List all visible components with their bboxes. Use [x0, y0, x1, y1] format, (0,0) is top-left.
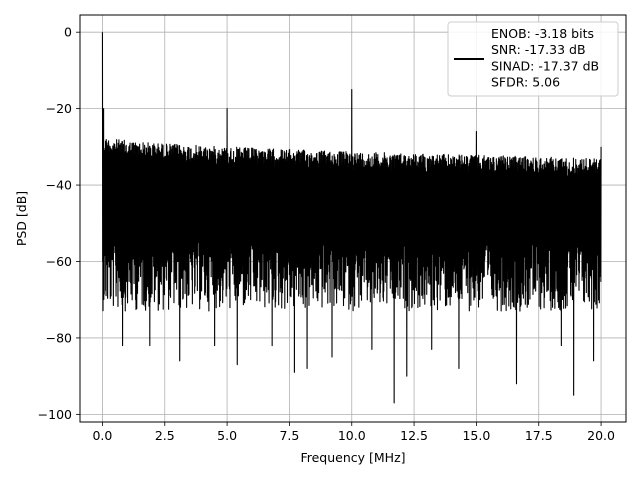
x-axis-label: Frequency [MHz]: [300, 450, 405, 465]
legend-line-sinad: SINAD: -17.37 dB: [491, 58, 599, 73]
psd-series-line: [101, 32, 602, 404]
legend-line-sfdr: SFDR: 5.06: [491, 75, 560, 90]
x-tick-label: 2.5: [155, 428, 175, 443]
series-layer: [101, 32, 602, 404]
plot-frame: [79, 14, 627, 423]
x-tick-label: 10.0: [338, 428, 366, 443]
x-tick-label: 0.0: [92, 428, 112, 443]
y-tick-label: −20: [46, 101, 72, 116]
x-tick-label: 7.5: [279, 428, 299, 443]
y-axis-label: PSD [dB]: [14, 191, 29, 246]
legend-box: [447, 21, 619, 97]
y-tick-label: −40: [46, 178, 72, 193]
y-tick-label: −100: [38, 407, 72, 422]
legend-line-enob: ENOB: -3.18 bits: [491, 26, 594, 41]
y-tick-label: 0: [64, 25, 72, 40]
x-tick-label: 15.0: [462, 428, 490, 443]
x-tick-label: 17.5: [525, 428, 553, 443]
x-tick-label: 5.0: [217, 428, 237, 443]
y-ticks: 0 −20 −40 −60 −80 −100: [38, 25, 80, 422]
x-ticks: 0.0 2.5 5.0 7.5 10.0 12.5 15.0 17.5 20.0: [92, 422, 615, 443]
y-tick-label: −80: [46, 330, 72, 345]
legend-line-snr: SNR: -17.33 dB: [491, 42, 586, 57]
x-tick-label: 20.0: [587, 428, 615, 443]
y-tick-label: −60: [46, 254, 72, 269]
legend: ENOB: -3.18 bits SNR: -17.33 dB SINAD: -…: [447, 21, 619, 97]
x-tick-label: 12.5: [400, 428, 428, 443]
